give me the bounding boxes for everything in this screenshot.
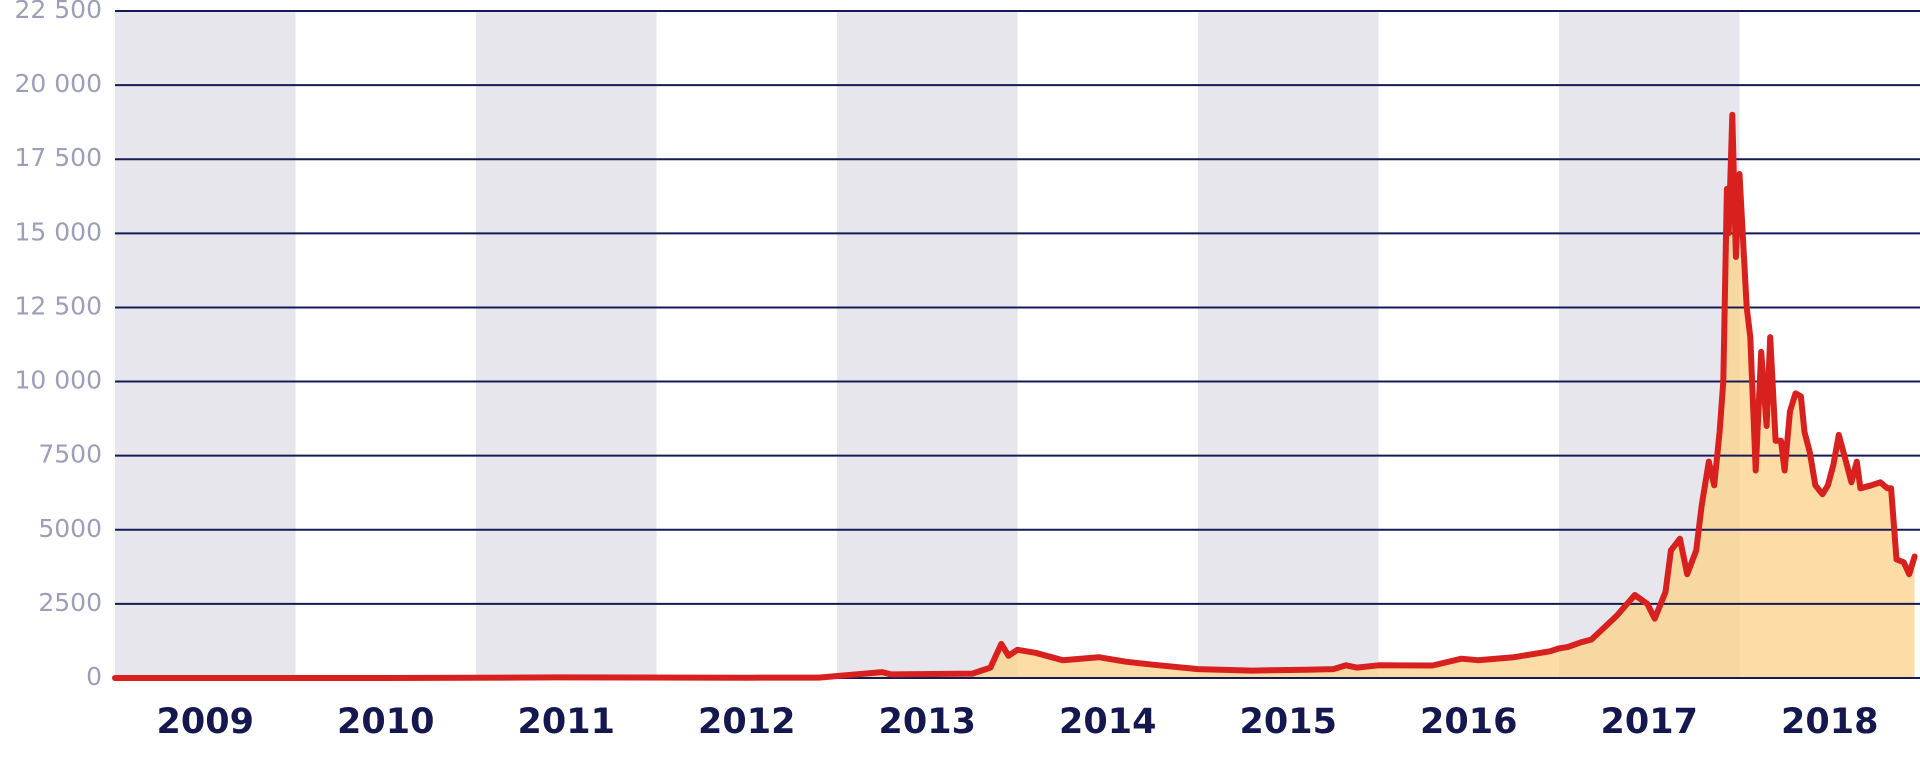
price-line	[112, 111, 1918, 681]
year-band	[476, 11, 657, 678]
x-tick-label: 2012	[698, 702, 795, 742]
grid-layer	[115, 10, 1920, 679]
year-band	[115, 11, 296, 678]
area-fill	[115, 114, 1915, 679]
area-layer	[115, 114, 1915, 679]
x-tick-label: 2010	[337, 702, 434, 742]
y-tick-label: 7500	[38, 440, 102, 469]
x-tick-label: 2013	[879, 702, 976, 742]
y-tick-label: 2500	[38, 588, 102, 617]
x-tick-label: 2017	[1601, 702, 1698, 742]
y-tick-label: 0	[86, 662, 102, 691]
y-tick-label: 22 500	[15, 0, 102, 24]
year-band	[837, 11, 1018, 678]
x-tick-label: 2015	[1240, 702, 1337, 742]
line-layer	[112, 111, 1918, 681]
y-tick-label: 15 000	[15, 217, 102, 246]
y-tick-label: 17 500	[15, 143, 102, 172]
x-tick-label: 2016	[1420, 702, 1517, 742]
x-tick-label: 2011	[518, 702, 615, 742]
bands	[115, 11, 1740, 678]
year-band	[1198, 11, 1379, 678]
x-tick-label: 2009	[157, 702, 254, 742]
y-tick-label: 12 500	[15, 291, 102, 320]
y-tick-label: 20 000	[15, 69, 102, 98]
x-tick-label: 2018	[1781, 702, 1878, 742]
y-tick-label: 5000	[38, 514, 102, 543]
x-tick-label: 2014	[1059, 702, 1156, 742]
labels: 2009 2010 2011 2012 2013 2014 2015 2016 2017 2018…	[15, 0, 1879, 742]
y-tick-label: 10 000	[15, 366, 102, 395]
